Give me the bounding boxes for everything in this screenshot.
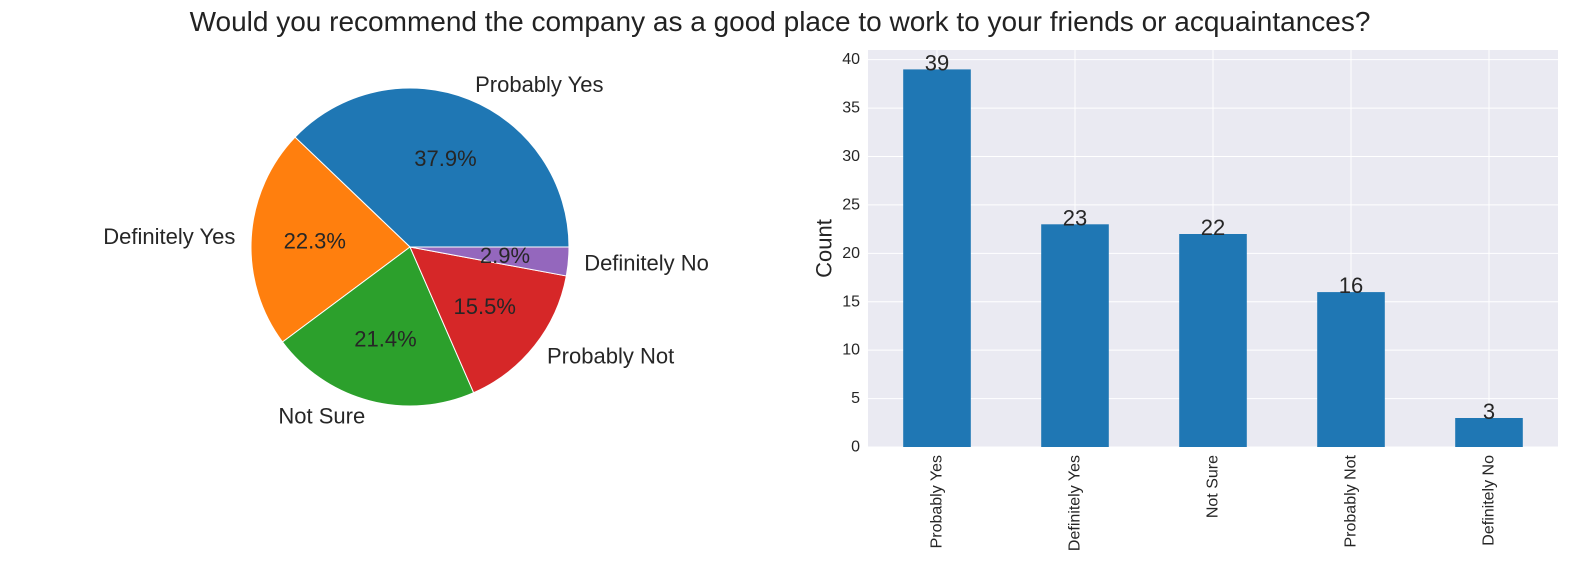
bar-value-label: 39 <box>925 50 949 75</box>
bar-definitely-yes <box>1041 224 1109 447</box>
pie-percent-label: 2.9% <box>480 243 530 268</box>
y-tick-label: 5 <box>851 390 860 407</box>
y-tick-label: 10 <box>842 342 860 359</box>
y-tick-label: 20 <box>842 245 860 262</box>
pie-category-label: Definitely No <box>584 251 709 276</box>
bar-not-sure <box>1179 234 1247 447</box>
bar-value-label: 22 <box>1201 215 1225 240</box>
figure-title: Would you recommend the company as a goo… <box>189 6 1371 37</box>
pie-chart: 37.9% Probably Yes 22.3% Definitely Yes 21.4… <box>103 72 709 429</box>
pie-percent-label: 37.9% <box>414 146 476 171</box>
y-tick-label: 15 <box>842 293 860 310</box>
pie-slice-definitely-yes <box>250 136 411 343</box>
bar-definitely-no <box>1455 418 1523 447</box>
y-tick-label: 30 <box>842 148 860 165</box>
pie-category-label: Probably Not <box>547 343 674 368</box>
y-tick-label: 40 <box>842 51 860 68</box>
bar-value-label: 16 <box>1339 273 1363 298</box>
x-tick-label: Definitely No <box>1481 455 1498 546</box>
pie-slice-probably-not <box>409 246 567 394</box>
pie-slice-definitely-no <box>409 246 570 277</box>
x-tick-label: Probably Not <box>1343 454 1360 547</box>
bar-probably-not <box>1317 292 1385 447</box>
pie-percent-label: 22.3% <box>284 229 346 254</box>
y-tick-label: 35 <box>842 100 860 117</box>
pie-slice-probably-yes <box>294 87 570 248</box>
y-axis-label: Count <box>812 219 837 278</box>
bar-probably-yes <box>903 69 971 448</box>
x-tick-label: Probably Yes <box>929 455 946 548</box>
bar-value-label: 3 <box>1483 399 1495 424</box>
pie-percent-label: 21.4% <box>354 327 416 352</box>
pie-percent-label: 15.5% <box>454 294 516 319</box>
bar-chart: 0 5 10 15 20 25 30 35 40 39 Probably Yes 23 Definite… <box>812 50 1558 551</box>
pie-category-label: Definitely Yes <box>103 224 235 249</box>
y-tick-label: 25 <box>842 196 860 213</box>
pie-category-label: Not Sure <box>278 404 365 429</box>
pie-category-label: Probably Yes <box>475 72 603 97</box>
x-tick-label: Definitely Yes <box>1067 455 1084 551</box>
bar-value-label: 23 <box>1063 205 1087 230</box>
pie-slice-not-sure <box>281 246 475 407</box>
y-tick-label: 0 <box>851 439 860 456</box>
x-tick-label: Not Sure <box>1205 455 1222 518</box>
